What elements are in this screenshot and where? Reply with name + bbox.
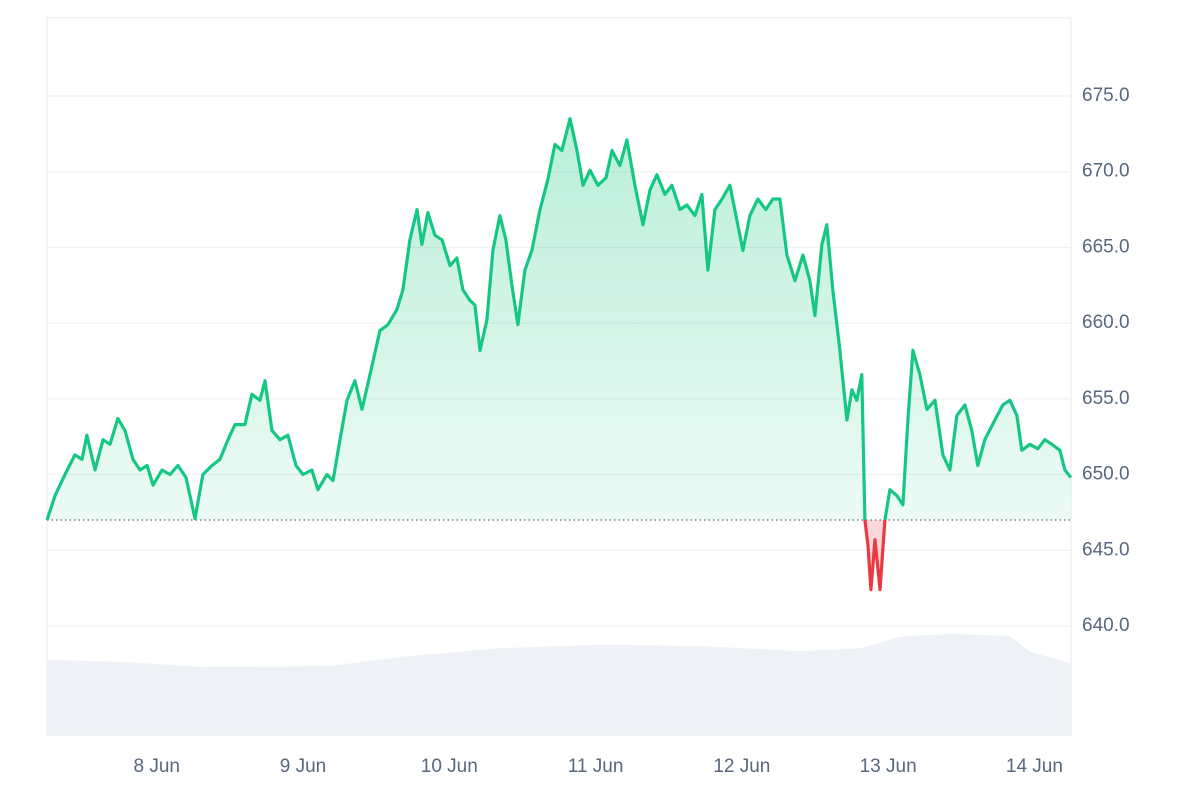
x-tick-label: 14 Jun: [1006, 756, 1063, 777]
x-tick-label: 13 Jun: [860, 756, 917, 777]
y-tick-label: 675.0: [1082, 85, 1130, 106]
y-tick-label: 655.0: [1082, 388, 1130, 409]
y-tick-label: 650.0: [1082, 464, 1130, 485]
y-tick-label: 670.0: [1082, 161, 1130, 182]
y-tick-label: 665.0: [1082, 236, 1130, 257]
y-tick-label: 640.0: [1082, 615, 1130, 636]
x-tick-label: 9 Jun: [280, 756, 326, 777]
price-line-up: [45, 117, 1073, 520]
x-tick-label: 8 Jun: [133, 756, 179, 777]
x-tick-label: 10 Jun: [421, 756, 478, 777]
area-up: [47, 118, 1071, 520]
volume-area: [47, 633, 1071, 735]
x-tick-label: 11 Jun: [568, 756, 624, 777]
x-tick-label: 12 Jun: [713, 756, 770, 777]
y-tick-label: 660.0: [1082, 312, 1130, 333]
y-tick-label: 645.0: [1082, 539, 1130, 560]
